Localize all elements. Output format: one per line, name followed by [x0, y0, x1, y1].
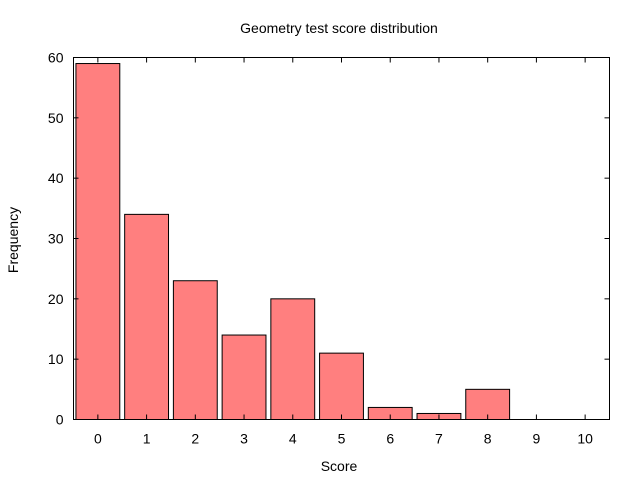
bar-1	[124, 213, 170, 420]
y-tick-label-40: 40	[48, 170, 64, 186]
y-tick-label-60: 60	[48, 50, 64, 66]
x-tick-label-2: 2	[191, 431, 199, 447]
x-tick-label-4: 4	[289, 431, 297, 447]
x-tick-label-6: 6	[386, 431, 394, 447]
chart-title: Geometry test score distribution	[240, 20, 438, 36]
tick-labels-group: 0 10 20 30 40 50 60 0 1 2 3 4 5 6 7 8 9 10	[48, 50, 593, 447]
bar-2	[172, 280, 218, 420]
x-tick-label-10: 10	[577, 431, 593, 447]
y-tick-label-0: 0	[56, 412, 64, 428]
bar-4	[270, 298, 316, 421]
y-tick-label-20: 20	[48, 291, 64, 307]
x-tick-label-0: 0	[94, 431, 102, 447]
x-axis-label: Score	[321, 458, 358, 474]
bar-5	[319, 352, 364, 420]
x-tick-label-8: 8	[484, 431, 492, 447]
x-tick-label-9: 9	[533, 431, 541, 447]
y-tick-label-50: 50	[48, 110, 64, 126]
plot-frame	[73, 57, 610, 420]
x-tick-label-3: 3	[240, 431, 248, 447]
y-axis-label: Frequency	[5, 207, 21, 273]
y-tick-label-10: 10	[48, 351, 64, 367]
bar-3	[221, 334, 267, 420]
y-tick-label-30: 30	[48, 231, 64, 247]
x-tick-label-1: 1	[143, 431, 151, 447]
bar-8	[465, 388, 511, 421]
x-tick-label-7: 7	[435, 431, 443, 447]
bars-group	[75, 63, 511, 421]
bar-0	[75, 63, 121, 421]
x-tick-label-5: 5	[338, 431, 346, 447]
